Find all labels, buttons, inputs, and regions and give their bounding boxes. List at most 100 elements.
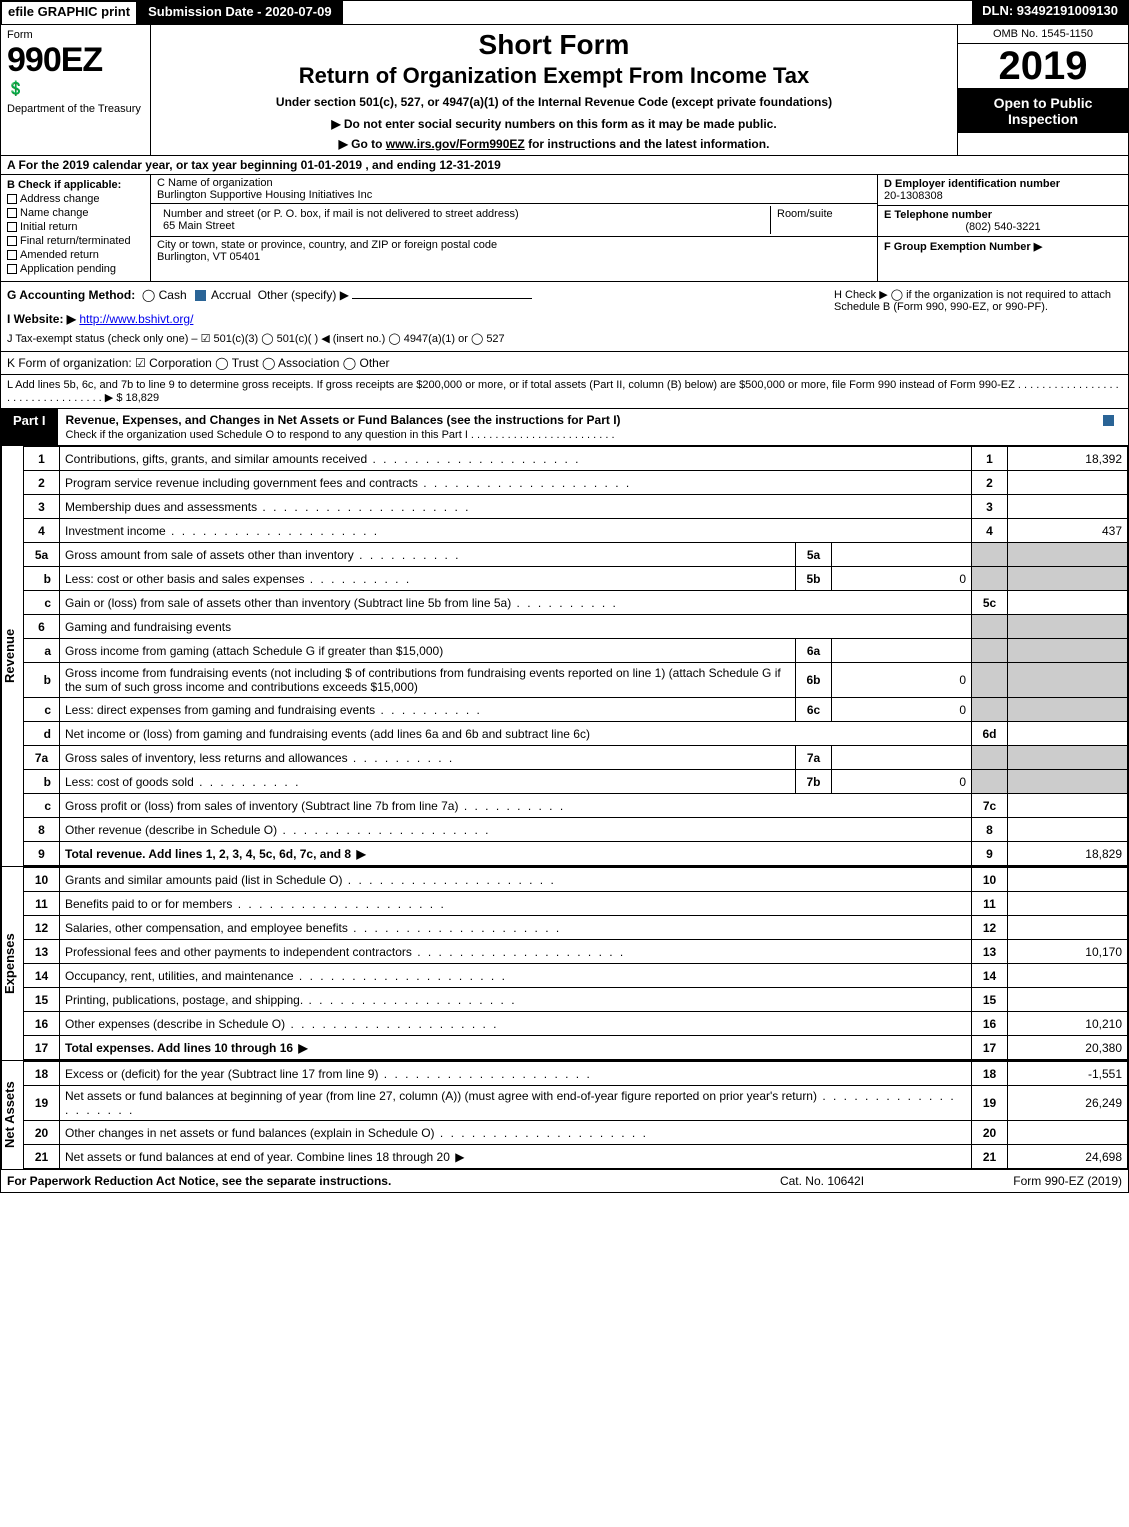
line-desc: Total revenue. Add lines 1, 2, 3, 4, 5c,… — [60, 842, 972, 866]
chk-label: Name change — [20, 207, 89, 219]
line-7a: 7aGross sales of inventory, less returns… — [24, 746, 1128, 770]
grey-cell — [972, 567, 1008, 591]
checkbox-checked-icon[interactable] — [1103, 415, 1114, 426]
chk-initial-return[interactable]: Initial return — [7, 221, 144, 233]
addr-row: Number and street (or P. O. box, if mail… — [151, 204, 877, 237]
net-assets-section: Net Assets 18Excess or (deficit) for the… — [1, 1061, 1128, 1170]
line-amt — [1008, 591, 1128, 615]
irs-link[interactable]: www.irs.gov/Form990EZ — [386, 137, 525, 151]
chk-application-pending[interactable]: Application pending — [7, 263, 144, 275]
room-label: Room/suite — [777, 208, 865, 220]
line-num: 20 — [24, 1121, 60, 1145]
phone-value: (802) 540-3221 — [884, 221, 1122, 233]
acct-cash[interactable]: Cash — [159, 288, 187, 302]
line-7c: cGross profit or (loss) from sales of in… — [24, 794, 1128, 818]
line-desc: Other changes in net assets or fund bala… — [60, 1121, 972, 1145]
line-6d: dNet income or (loss) from gaming and fu… — [24, 722, 1128, 746]
line-15: 15Printing, publications, postage, and s… — [24, 988, 1128, 1012]
line-num: d — [24, 722, 60, 746]
line-rnum: 19 — [972, 1086, 1008, 1121]
mid-val: 0 — [832, 663, 972, 698]
line-desc: Investment income — [60, 519, 972, 543]
footer-cat-no: Cat. No. 10642I — [722, 1174, 922, 1188]
line-num: 5a — [24, 543, 60, 567]
line-amt — [1008, 1121, 1128, 1145]
street-cell: Number and street (or P. O. box, if mail… — [157, 206, 771, 234]
line-rnum: 5c — [972, 591, 1008, 615]
chk-name-change[interactable]: Name change — [7, 207, 144, 219]
line-rnum: 12 — [972, 916, 1008, 940]
ein-label: D Employer identification number — [884, 178, 1122, 190]
mid-val — [832, 543, 972, 567]
acct-other-input[interactable] — [352, 298, 532, 299]
line-desc: Benefits paid to or for members — [60, 892, 972, 916]
line-amt — [1008, 818, 1128, 842]
line-16: 16Other expenses (describe in Schedule O… — [24, 1012, 1128, 1036]
checkbox-checked-icon[interactable] — [195, 290, 206, 301]
line-desc: Program service revenue including govern… — [60, 471, 972, 495]
page-footer: For Paperwork Reduction Act Notice, see … — [1, 1170, 1128, 1192]
chk-address-change[interactable]: Address change — [7, 193, 144, 205]
acct-label: G Accounting Method: — [7, 288, 135, 302]
line-desc: Total expenses. Add lines 10 through 16 — [60, 1036, 972, 1060]
row-l-amount: $ 18,829 — [116, 392, 159, 404]
grey-cell — [972, 770, 1008, 794]
acct-accrual[interactable]: Accrual — [211, 288, 251, 302]
line-rnum: 14 — [972, 964, 1008, 988]
checkbox-icon[interactable] — [7, 236, 17, 246]
checkbox-icon[interactable] — [7, 222, 17, 232]
line-desc: Gross income from fundraising events (no… — [60, 663, 796, 698]
line-5b: bLess: cost or other basis and sales exp… — [24, 567, 1128, 591]
line-rnum: 1 — [972, 447, 1008, 471]
top-bar: efile GRAPHIC print Submission Date - 20… — [1, 1, 1128, 25]
line-amt: 10,210 — [1008, 1012, 1128, 1036]
expenses-table: 10Grants and similar amounts paid (list … — [23, 867, 1128, 1060]
line-amt: 26,249 — [1008, 1086, 1128, 1121]
line-num: 21 — [24, 1145, 60, 1169]
line-20: 20Other changes in net assets or fund ba… — [24, 1121, 1128, 1145]
line-rnum: 16 — [972, 1012, 1008, 1036]
part1-title: Revenue, Expenses, and Changes in Net As… — [58, 409, 1088, 445]
grey-cell — [1008, 639, 1128, 663]
line-desc: Gross profit or (loss) from sales of inv… — [60, 794, 972, 818]
accounting-method: G Accounting Method: ◯ Cash Accrual Othe… — [7, 288, 822, 302]
acct-other[interactable]: Other (specify) ▶ — [258, 288, 349, 302]
line-21: 21Net assets or fund balances at end of … — [24, 1145, 1128, 1169]
line-14: 14Occupancy, rent, utilities, and mainte… — [24, 964, 1128, 988]
line-rnum: 9 — [972, 842, 1008, 866]
row-l-gross-receipts: L Add lines 5b, 6c, and 7b to line 9 to … — [1, 375, 1128, 409]
checkbox-icon[interactable] — [7, 194, 17, 204]
grey-cell — [1008, 698, 1128, 722]
line-num: 18 — [24, 1062, 60, 1086]
net-assets-vlabel: Net Assets — [1, 1061, 23, 1169]
checkbox-icon[interactable] — [7, 250, 17, 260]
efile-print-label[interactable]: efile GRAPHIC print — [1, 1, 137, 25]
line-num: b — [24, 567, 60, 591]
line-13: 13Professional fees and other payments t… — [24, 940, 1128, 964]
checkbox-icon[interactable] — [7, 208, 17, 218]
line-num: 14 — [24, 964, 60, 988]
ein-value: 20-1308308 — [884, 190, 1122, 202]
section-def: D Employer identification number 20-1308… — [878, 175, 1128, 281]
chk-amended-return[interactable]: Amended return — [7, 249, 144, 261]
line-amt: 18,829 — [1008, 842, 1128, 866]
header-right: OMB No. 1545-1150 2019 Open to Public In… — [958, 25, 1128, 155]
line-num: 12 — [24, 916, 60, 940]
checkbox-icon[interactable] — [7, 264, 17, 274]
website-link[interactable]: http://www.bshivt.org/ — [79, 312, 193, 326]
line-desc: Gross amount from sale of assets other t… — [60, 543, 796, 567]
line-5a: 5aGross amount from sale of assets other… — [24, 543, 1128, 567]
chk-final-return[interactable]: Final return/terminated — [7, 235, 144, 247]
line-amt — [1008, 868, 1128, 892]
line-rnum: 20 — [972, 1121, 1008, 1145]
section-b: B Check if applicable: Address change Na… — [1, 175, 151, 281]
footer-form-ref: Form 990-EZ (2019) — [922, 1174, 1122, 1188]
title-subtitle: Under section 501(c), 527, or 4947(a)(1)… — [159, 95, 949, 109]
line-num: 16 — [24, 1012, 60, 1036]
expenses-section: Expenses 10Grants and similar amounts pa… — [1, 867, 1128, 1061]
section-c: C Name of organization Burlington Suppor… — [151, 175, 878, 281]
part1-schedule-o-check[interactable] — [1088, 409, 1128, 445]
link-pre: ▶ Go to — [339, 137, 386, 151]
title-short-form: Short Form — [159, 29, 949, 61]
city-label: City or town, state or province, country… — [157, 239, 871, 251]
